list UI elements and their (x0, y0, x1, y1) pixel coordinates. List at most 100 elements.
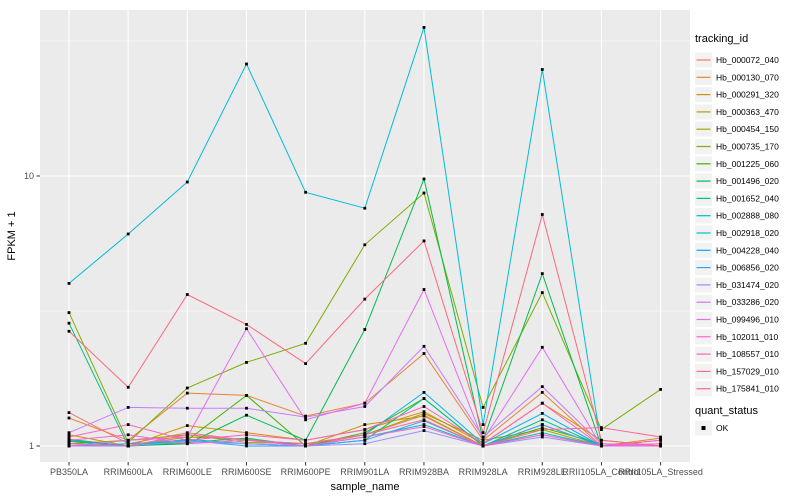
data-point (422, 239, 426, 243)
legend-item-Hb_175841_010: Hb_175841_010 (695, 381, 779, 397)
data-point (185, 442, 189, 446)
data-point (363, 243, 367, 247)
data-point (363, 423, 367, 426)
data-point (422, 429, 426, 432)
legend-item-Hb_001652_040: Hb_001652_040 (695, 190, 779, 206)
data-point (304, 438, 307, 442)
data-point (540, 431, 544, 435)
data-point (600, 444, 603, 448)
legend-item-Hb_000072_040: Hb_000072_040 (695, 52, 779, 68)
data-point (185, 386, 189, 390)
data-point (363, 433, 367, 437)
x-axis-title: sample_name (330, 481, 399, 493)
axis-tick-marks (36, 175, 662, 466)
data-point (126, 444, 130, 448)
legend-item-Hb_000454_150: Hb_000454_150 (695, 121, 779, 137)
legend-item-Hb_001496_020: Hb_001496_020 (695, 173, 779, 189)
data-point (245, 361, 248, 364)
data-point (245, 327, 248, 331)
data-point (363, 438, 367, 442)
legend-item-Hb_002888_080: Hb_002888_080 (695, 208, 779, 224)
legend-item-Hb_157029_010: Hb_157029_010 (695, 363, 779, 379)
data-point (304, 444, 307, 448)
legend-item-label: Hb_175841_010 (716, 384, 779, 394)
data-point (422, 405, 426, 408)
data-point (185, 406, 189, 410)
data-point (363, 401, 367, 405)
legend-item-Hb_102011_010: Hb_102011_010 (695, 329, 779, 345)
data-point (540, 272, 544, 275)
data-point (481, 444, 485, 448)
data-point (540, 291, 544, 294)
x-tick-label: RRII105LA_Stressed (618, 467, 703, 477)
data-point (540, 433, 544, 437)
legend-item-label: Hb_000130_070 (716, 72, 779, 82)
data-point (540, 435, 544, 439)
data-point (67, 321, 71, 325)
data-point (422, 177, 426, 181)
legend-item-label: Hb_000735_170 (716, 142, 779, 152)
data-point (245, 394, 248, 397)
x-tick-label: RRIM600SE (221, 467, 271, 477)
data-point (245, 62, 248, 66)
data-point (659, 442, 662, 446)
data-point (600, 428, 603, 431)
legend-item-label: Hb_006856_020 (716, 263, 779, 273)
legend-item-label: Hb_002918_020 (716, 228, 779, 238)
legend-item-label: Hb_031474_020 (716, 280, 779, 290)
data-point (185, 293, 189, 296)
data-point (185, 180, 189, 184)
data-point (185, 438, 189, 442)
data-point (363, 431, 367, 435)
legend-item-label: Hb_001225_060 (716, 159, 779, 169)
legend-item-label: Hb_002888_080 (716, 211, 779, 221)
y-tick-label: 10 (24, 171, 34, 181)
data-point (245, 413, 248, 417)
data-point (481, 406, 485, 409)
data-point (540, 385, 544, 388)
legend-item-Hb_002918_020: Hb_002918_020 (695, 225, 779, 241)
legend-item-label: Hb_000291_320 (716, 90, 779, 100)
data-point (126, 433, 130, 437)
data-point (540, 391, 544, 394)
data-point (659, 435, 662, 439)
data-point (304, 418, 307, 422)
legend-color-items: Hb_000072_040 Hb_000130_070 Hb_000291_320 H… (695, 52, 779, 397)
data-point (422, 397, 426, 400)
y-axis-title: FPKM + 1 (6, 211, 18, 260)
legend-item-Hb_031474_020: Hb_031474_020 (695, 277, 779, 293)
data-point (67, 282, 71, 285)
data-point (422, 26, 426, 29)
legend-item-Hb_000130_070: Hb_000130_070 (695, 69, 779, 85)
legend-shape-label: OK (716, 423, 729, 433)
legend-item-Hb_108557_010: Hb_108557_010 (695, 346, 779, 362)
data-point (185, 431, 189, 435)
data-point (422, 410, 426, 414)
data-point (659, 438, 662, 442)
data-point (422, 425, 426, 428)
data-point (245, 323, 248, 326)
legend-item-label: Hb_102011_010 (716, 332, 779, 342)
legend-shape-item: OK (695, 420, 729, 436)
data-point (126, 232, 130, 236)
y-tick-label: 1 (29, 441, 34, 451)
data-point (422, 423, 426, 426)
legend-item-Hb_033286_020: Hb_033286_020 (695, 294, 779, 310)
data-point (67, 311, 71, 314)
data-point (481, 423, 485, 426)
data-point (304, 190, 307, 194)
data-point (67, 444, 71, 448)
data-point (600, 426, 603, 429)
data-point (245, 431, 248, 435)
data-point (67, 438, 71, 442)
data-point (126, 438, 130, 442)
data-point (67, 435, 71, 439)
data-point (422, 412, 426, 415)
legend-item-label: Hb_004228_040 (716, 245, 779, 255)
data-point (540, 213, 544, 216)
data-point (540, 68, 544, 71)
x-tick-label: RRIM928LA (459, 467, 508, 477)
data-point (245, 406, 248, 410)
